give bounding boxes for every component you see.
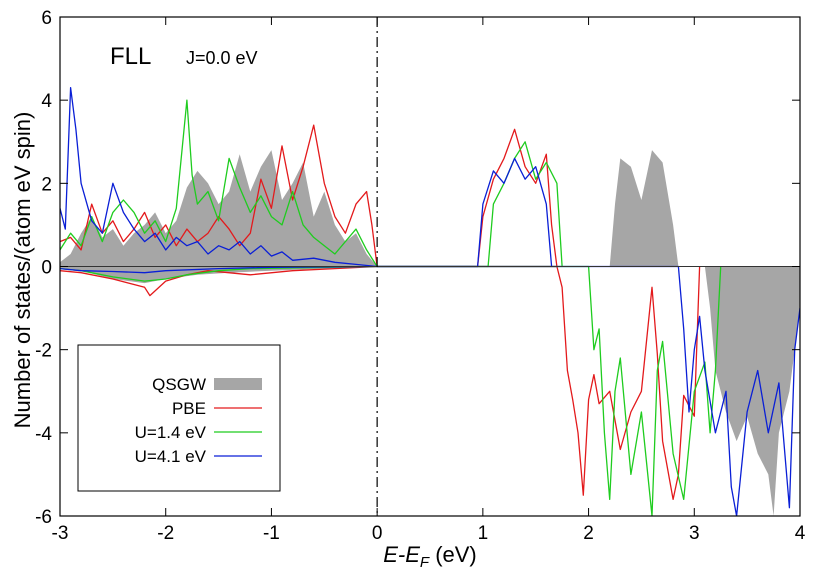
annotation-fll: FLL	[110, 43, 151, 70]
x-tick-label: 3	[689, 523, 700, 544]
legend-label-u-4-1-ev: U=4.1 eV	[135, 447, 207, 466]
x-tick-label: 1	[478, 523, 489, 544]
y-tick-label: 2	[41, 174, 52, 195]
x-tick-label: 0	[372, 523, 383, 544]
x-tick-label: 2	[583, 523, 594, 544]
y-tick-label: -2	[35, 341, 52, 362]
y-tick-label: 0	[41, 258, 52, 279]
legend-box	[77, 344, 281, 492]
y-tick-label: -6	[35, 507, 52, 528]
axis-ticks: -3 -2 -1 0 1 2 3 4 -6 -4 -2 0 2 4 6	[35, 8, 806, 544]
x-axis-label: E-EF (eV)	[383, 542, 477, 571]
series-pbe-up	[60, 124, 558, 268]
series-u-4-1-ev-up	[60, 87, 553, 268]
legend-label-qsgw: QSGW	[152, 375, 206, 394]
x-tick-label: -1	[263, 523, 280, 544]
series-pbe-down	[60, 265, 701, 501]
annotation-j: J=0.0 eV	[186, 48, 258, 68]
legend-swatch-qsgw	[214, 378, 262, 390]
x-tick-label: -2	[157, 523, 174, 544]
series-qsgw-down	[60, 266, 800, 516]
plot-series	[60, 87, 800, 516]
series-u-4-1-ev-down	[60, 265, 800, 516]
legend: QSGW PBE U=1.4 eV U=4.1 eV	[77, 344, 281, 492]
x-tick-label: -3	[52, 523, 69, 544]
legend-label-u-1-4-ev: U=1.4 eV	[135, 423, 207, 442]
y-tick-label: 4	[41, 91, 52, 112]
series-qsgw-up	[60, 150, 679, 267]
x-tick-label: 4	[795, 523, 806, 544]
series-u-1-4-ev-down	[60, 265, 722, 516]
legend-label-pbe: PBE	[172, 399, 206, 418]
y-axis-label: Number of states/(atom eV spin)	[10, 112, 35, 429]
y-tick-label: -4	[35, 424, 52, 445]
series-u-1-4-ev-up	[60, 99, 563, 268]
y-tick-label: 6	[41, 8, 52, 29]
